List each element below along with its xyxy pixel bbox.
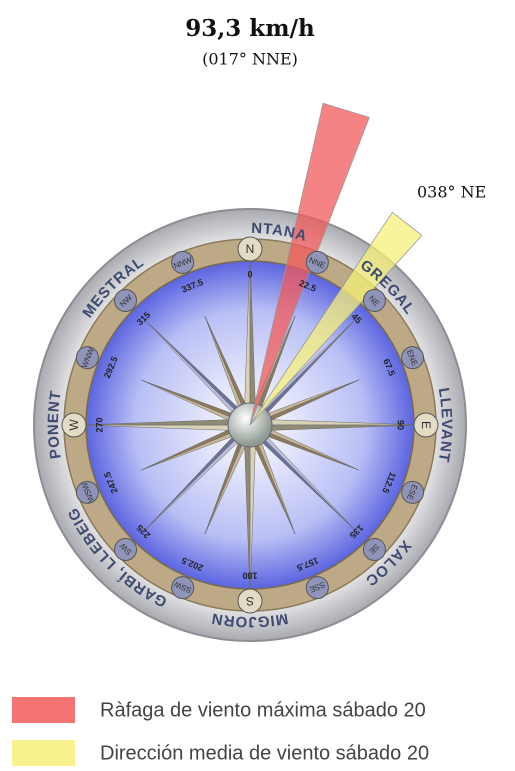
wind-name: LLEVANT bbox=[435, 386, 456, 464]
point-badge bbox=[114, 537, 138, 561]
legend-swatch bbox=[12, 740, 75, 766]
degree-label: 180 bbox=[242, 571, 257, 581]
wind-name: MIGJORN bbox=[210, 609, 290, 630]
legend-label: Ràfaga de viento máxima sábado 20 bbox=[100, 699, 426, 721]
legend-swatch bbox=[12, 697, 75, 723]
annotation: 038° NE bbox=[417, 183, 486, 202]
wind-name-path: MIGJORN bbox=[210, 609, 289, 630]
point-badge bbox=[401, 480, 425, 504]
chart-subtitle: (017° NNE) bbox=[202, 50, 298, 69]
compass-star bbox=[79, 254, 421, 596]
compass-point-label: W bbox=[67, 419, 81, 431]
legend-label: Dirección media de viento sábado 20 bbox=[100, 742, 429, 764]
degree-label: 270 bbox=[94, 417, 104, 432]
point-badge bbox=[75, 480, 99, 504]
point-badge bbox=[237, 588, 263, 614]
point-badge bbox=[237, 236, 263, 262]
legend: Ràfaga de viento máxima sábado 20 Direcci… bbox=[12, 697, 429, 766]
direction-wedge bbox=[249, 211, 423, 426]
point-badge bbox=[305, 576, 329, 600]
point-badge bbox=[362, 537, 386, 561]
compass-point-label: S bbox=[246, 594, 254, 608]
chart-title: 93,3 km/h bbox=[185, 15, 315, 42]
point-badge bbox=[362, 289, 386, 313]
point-badge bbox=[171, 576, 195, 600]
point-badge bbox=[75, 346, 99, 370]
point-badge bbox=[171, 250, 195, 274]
point-badge bbox=[114, 289, 138, 313]
point-badge bbox=[305, 250, 329, 274]
compass-point-label: E bbox=[419, 421, 433, 429]
point-badge bbox=[61, 412, 87, 438]
wind-name-path: LLEVANT bbox=[435, 386, 455, 464]
compass-point-label: N bbox=[246, 242, 255, 256]
point-badge bbox=[401, 346, 425, 370]
point-badge bbox=[413, 412, 439, 438]
wind-name-path: PONENT bbox=[45, 389, 64, 460]
wind-name: PONENT bbox=[45, 389, 65, 460]
degree-label: 90 bbox=[396, 420, 406, 430]
degree-label: 0 bbox=[247, 269, 252, 279]
